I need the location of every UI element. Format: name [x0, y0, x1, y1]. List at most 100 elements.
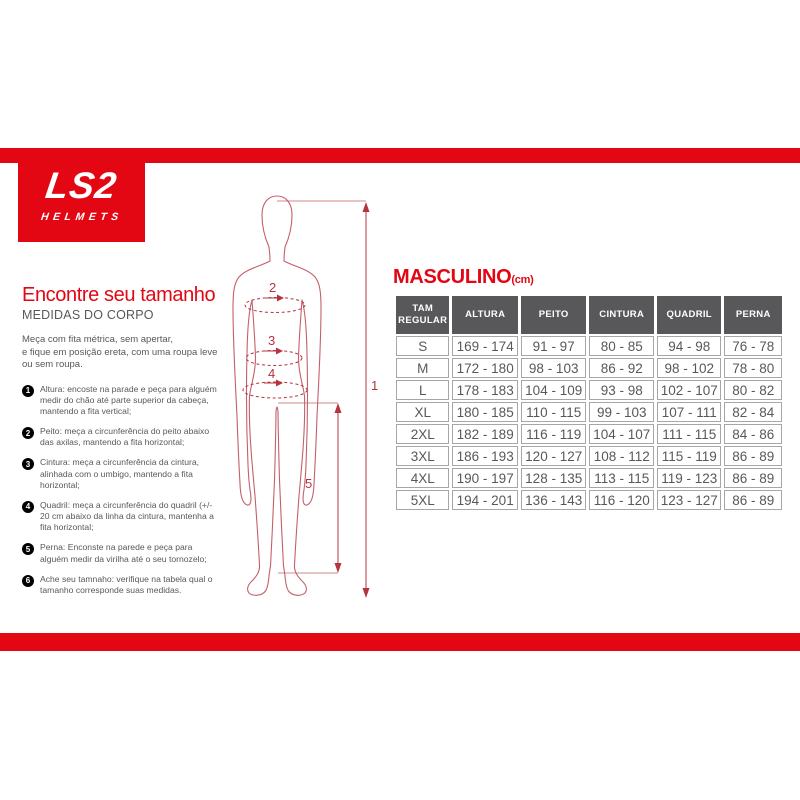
size-cell: 80 - 85 [589, 336, 654, 356]
step-item: 2 Peito: meça a circunferência do peito a… [22, 426, 220, 448]
chest-band [244, 297, 306, 313]
size-cell: 128 - 135 [520, 468, 587, 488]
steps-list: 1 Altura: encoste na parade e peça para a… [22, 384, 220, 597]
size-cell: 93 - 98 [589, 380, 654, 400]
size-cell: 107 - 111 [656, 402, 722, 422]
size-cell: 104 - 107 [589, 424, 654, 444]
measure-label-1: 1 [371, 378, 378, 393]
ls2-logo-text: LS2 [43, 165, 120, 206]
table-row: S 169 - 174 91 - 97 80 - 85 94 - 98 76 - 78 [396, 336, 782, 356]
top-accent-bar [0, 148, 800, 163]
column-header: TAM REGULAR [396, 296, 450, 334]
size-cell: 116 - 120 [589, 490, 654, 510]
intro-text: Meça com fita métrica, sem apertar, e fiq… [22, 334, 220, 372]
step-item: 4 Quadril: meça a circunferência do quadr… [22, 500, 220, 534]
page-title: Encontre seu tamanho [22, 284, 216, 306]
step-number-badge: 2 [22, 427, 34, 440]
step-item: 6 Ache seu tamnaho: verifique na tabela q… [22, 574, 220, 596]
table-row: 5XL 194 - 201 136 - 143 116 - 120 123 - 127 8… [396, 490, 782, 510]
size-cell: 91 - 97 [520, 336, 587, 356]
size-table-head: TAM REGULAR ALTURA PEITO CINTURA QUADRIL PERN… [396, 296, 782, 334]
size-cell: 182 - 189 [452, 424, 518, 444]
size-cell: 190 - 197 [452, 468, 518, 488]
waist-arrow [264, 347, 283, 355]
step-text: Cintura: meça a circunferência da cintur… [40, 457, 200, 490]
step-item: 1 Altura: encoste na parade e peça para a… [22, 384, 220, 418]
bottom-accent-bar [0, 633, 800, 651]
size-cell: 111 - 115 [656, 424, 722, 444]
hip-band [242, 381, 308, 399]
step-number-badge: 1 [22, 384, 34, 397]
measure-label-5: 5 [305, 476, 312, 491]
size-cell: 2XL [396, 424, 450, 444]
size-cell: XL [396, 402, 450, 422]
size-cell: 78 - 80 [724, 358, 782, 378]
size-cell: 116 - 119 [520, 424, 587, 444]
size-cell: 104 - 109 [520, 380, 587, 400]
waist-band [245, 350, 303, 366]
size-cell: S [396, 336, 450, 356]
step-text: Ache seu tamnaho: verifique na tabela qu… [40, 573, 213, 595]
size-cell: 102 - 107 [656, 380, 722, 400]
size-cell: 178 - 183 [452, 380, 518, 400]
table-row: 2XL 182 - 189 116 - 119 104 - 107 111 - 115 8… [396, 424, 782, 444]
column-header: PEITO [520, 296, 587, 334]
size-cell: 108 - 112 [589, 446, 654, 466]
measure-label-3: 3 [268, 333, 275, 348]
ls2-logo: LS2 HELMETS [18, 148, 145, 242]
step-text: Peito: meça a circunferência do peito ab… [40, 426, 210, 448]
body-measurement-diagram: 1 2 3 4 5 [232, 195, 378, 598]
size-cell: 194 - 201 [452, 490, 518, 510]
column-header: CINTURA [589, 296, 654, 334]
step-text: Quadril: meça a circunferência do quadri… [40, 499, 214, 533]
size-table-section: MASCULINO(cm) TAM REGULAR ALTURA PEITO CINT… [393, 266, 788, 512]
step-number-badge: 4 [22, 500, 34, 513]
chest-arrow [265, 294, 284, 302]
table-title-text: MASCULINO [393, 266, 512, 288]
size-cell: 98 - 102 [656, 358, 722, 378]
size-cell: 86 - 89 [724, 446, 782, 466]
intro-line: ou sem roupa. [22, 359, 83, 371]
size-cell: 120 - 127 [520, 446, 587, 466]
height-measure-line [362, 202, 370, 598]
page-subtitle: MEDIDAS DO CORPO [22, 308, 154, 322]
instructions-panel: Encontre seu tamanho MEDIDAS DO CORPO Me… [22, 285, 220, 596]
size-table: TAM REGULAR ALTURA PEITO CINTURA QUADRIL PERN… [393, 294, 785, 512]
size-cell: 98 - 103 [520, 358, 587, 378]
size-cell: M [396, 358, 450, 378]
table-title-unit: (cm) [511, 274, 534, 286]
size-cell: 86 - 92 [589, 358, 654, 378]
step-item: 3 Cintura: meça a circunferência da cintu… [22, 457, 220, 491]
step-number-badge: 5 [22, 543, 34, 556]
size-cell: 99 - 103 [589, 402, 654, 422]
table-row: L 178 - 183 104 - 109 93 - 98 102 - 107 80 - … [396, 380, 782, 400]
body-outline [232, 195, 322, 596]
size-cell: 82 - 84 [724, 402, 782, 422]
size-cell: 119 - 123 [656, 468, 722, 488]
measure-label-2: 2 [269, 280, 276, 295]
size-cell: 86 - 89 [724, 490, 782, 510]
helmets-logo-text: HELMETS [39, 211, 124, 223]
size-cell: 94 - 98 [656, 336, 722, 356]
size-cell: L [396, 380, 450, 400]
size-cell: 5XL [396, 490, 450, 510]
table-row: XL 180 - 185 110 - 115 99 - 103 107 - 111 82 … [396, 402, 782, 422]
size-table-body: S 169 - 174 91 - 97 80 - 85 94 - 98 76 - 78 M 1… [396, 336, 782, 510]
size-cell: 123 - 127 [656, 490, 722, 510]
inseam-measure-line [334, 403, 342, 573]
table-row: 3XL 186 - 193 120 - 127 108 - 112 115 - 119 8… [396, 446, 782, 466]
column-header: PERNA [724, 296, 782, 334]
size-cell: 110 - 115 [520, 402, 587, 422]
hip-arrow [264, 379, 283, 387]
size-cell: 115 - 119 [656, 446, 722, 466]
size-cell: 172 - 180 [452, 358, 518, 378]
size-cell: 113 - 115 [589, 468, 654, 488]
measure-label-4: 4 [268, 366, 275, 381]
step-item: 5 Perna: Enconste na parede e peça para a… [22, 542, 220, 564]
size-cell: 136 - 143 [520, 490, 587, 510]
table-row: 4XL 190 - 197 128 - 135 113 - 115 119 - 123 8… [396, 468, 782, 488]
step-text: Altura: encoste na parade e peça para al… [40, 383, 217, 416]
size-cell: 76 - 78 [724, 336, 782, 356]
header-row: TAM REGULAR ALTURA PEITO CINTURA QUADRIL PERN… [396, 296, 782, 334]
